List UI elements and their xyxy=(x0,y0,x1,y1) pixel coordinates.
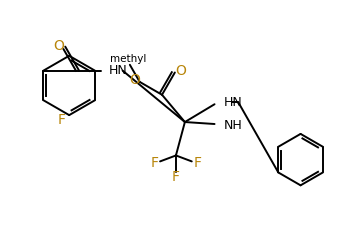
Text: O: O xyxy=(53,39,64,53)
Text: O: O xyxy=(175,64,186,78)
Text: NH: NH xyxy=(223,120,242,132)
Text: HN: HN xyxy=(109,64,127,77)
Text: F: F xyxy=(194,156,202,170)
Text: HN: HN xyxy=(223,96,242,109)
Text: O: O xyxy=(129,73,140,87)
Text: F: F xyxy=(172,170,180,184)
Text: F: F xyxy=(57,113,65,127)
Text: methyl: methyl xyxy=(110,54,146,64)
Text: F: F xyxy=(150,156,158,170)
